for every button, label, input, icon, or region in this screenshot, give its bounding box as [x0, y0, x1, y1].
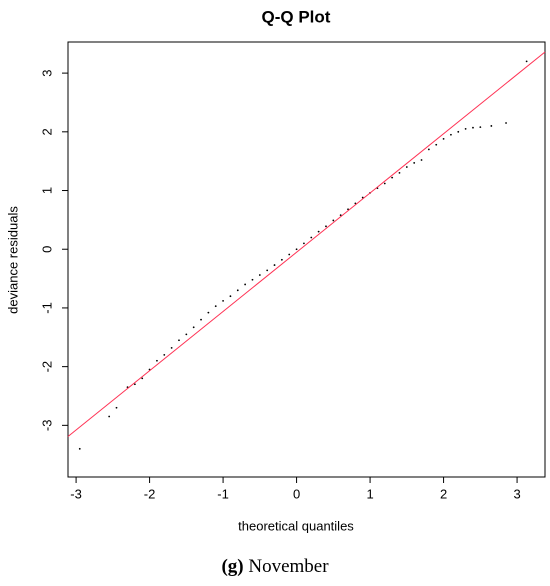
point: [185, 333, 188, 336]
point: [108, 415, 111, 418]
caption: (g) November: [221, 556, 329, 577]
point: [163, 353, 166, 356]
x-tick-label: -1: [217, 486, 229, 501]
plot-frame: [67, 41, 546, 478]
point: [78, 447, 81, 450]
point: [405, 166, 408, 168]
point: [280, 258, 283, 261]
point: [325, 225, 327, 228]
point: [427, 148, 430, 151]
y-axis-label: deviance residuals: [5, 206, 20, 314]
point: [472, 126, 474, 129]
point: [258, 274, 261, 276]
point: [332, 219, 335, 222]
point: [479, 126, 482, 129]
y-tick-label: -3: [39, 420, 54, 432]
point: [339, 214, 342, 217]
point: [490, 125, 493, 127]
x-tick-label: 0: [293, 486, 300, 501]
point: [141, 377, 144, 380]
point: [192, 326, 195, 329]
point: [222, 299, 224, 302]
point: [398, 172, 401, 174]
x-tick-label: 3: [513, 486, 520, 501]
point: [115, 406, 118, 409]
x-tick-label: 2: [440, 486, 447, 501]
point: [170, 346, 173, 349]
caption-text: November: [248, 556, 329, 577]
point: [273, 264, 276, 266]
chart-title: Q-Q Plot: [262, 7, 331, 26]
point: [457, 130, 460, 133]
point: [200, 318, 202, 321]
point: [133, 383, 136, 386]
point: [413, 162, 416, 164]
point: [207, 311, 210, 314]
point: [303, 242, 305, 245]
point: [310, 236, 313, 239]
point: [236, 289, 239, 292]
point: [450, 133, 452, 136]
point: [464, 127, 467, 130]
x-tick-label: -3: [70, 486, 82, 501]
point: [391, 176, 394, 179]
point: [178, 339, 180, 342]
point: [383, 182, 386, 185]
point: [505, 122, 507, 124]
point: [435, 143, 438, 146]
reference-line: [67, 51, 546, 437]
point: [244, 283, 247, 286]
y-tick-label: 3: [39, 69, 54, 76]
point: [295, 248, 298, 251]
point: [525, 60, 528, 63]
point: [229, 295, 232, 298]
y-tick-label: 1: [39, 187, 54, 194]
y-tick-label: 0: [39, 246, 54, 253]
point: [156, 359, 158, 362]
point: [288, 253, 291, 256]
point: [266, 269, 269, 272]
y-tick-label: 2: [39, 128, 54, 135]
x-tick-label: -2: [144, 486, 156, 501]
point: [420, 159, 423, 161]
x-axis-label: theoretical quantiles: [238, 518, 354, 533]
caption-label: (g): [221, 556, 243, 577]
point: [214, 305, 217, 308]
point: [317, 230, 320, 233]
y-tick-label: -2: [39, 361, 54, 373]
point: [442, 137, 445, 140]
x-tick-label: 1: [366, 486, 373, 501]
y-tick-label: -1: [39, 302, 54, 314]
point: [251, 278, 254, 281]
